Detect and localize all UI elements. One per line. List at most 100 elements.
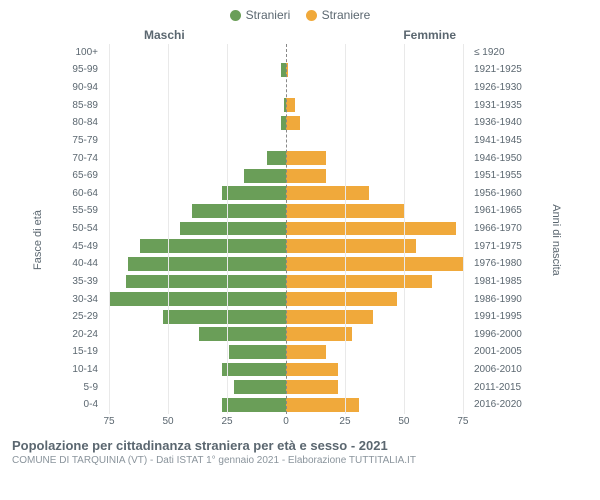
half-male <box>102 308 286 326</box>
bar-area <box>102 202 470 220</box>
pyramid-row: 65-691951-1955 <box>64 167 528 185</box>
birth-year-label: 1956-1960 <box>470 188 528 199</box>
pyramid-row: 30-341986-1990 <box>64 290 528 308</box>
half-male <box>102 273 286 291</box>
birth-year-label: 1926-1930 <box>470 82 528 93</box>
birth-year-label: 1961-1965 <box>470 205 528 216</box>
bar-female <box>286 186 369 200</box>
header-male: Maschi <box>144 28 185 42</box>
age-label: 20-24 <box>64 329 102 340</box>
birth-year-label: 1986-1990 <box>470 294 528 305</box>
half-male <box>102 220 286 238</box>
bar-female <box>286 327 352 341</box>
birth-year-label: 1931-1935 <box>470 100 528 111</box>
birth-year-label: 1996-2000 <box>470 329 528 340</box>
bar-male <box>199 327 286 341</box>
bar-area <box>102 237 470 255</box>
pyramid-row: 45-491971-1975 <box>64 237 528 255</box>
bar-male <box>222 363 286 377</box>
bar-female <box>286 63 288 77</box>
half-male <box>102 96 286 114</box>
bar-female <box>286 363 338 377</box>
legend-label-female: Straniere <box>322 8 371 22</box>
swatch-male <box>230 10 241 21</box>
half-male <box>102 79 286 97</box>
half-female <box>286 167 470 185</box>
half-female <box>286 185 470 203</box>
half-male <box>102 343 286 361</box>
bar-male <box>244 169 286 183</box>
half-male <box>102 132 286 150</box>
half-male <box>102 237 286 255</box>
rows-container: 100+≤ 192095-991921-192590-941926-193085… <box>64 44 528 414</box>
age-label: 25-29 <box>64 311 102 322</box>
chart-subtitle: COMUNE DI TARQUINIA (VT) - Dati ISTAT 1°… <box>12 455 588 466</box>
half-female <box>286 79 470 97</box>
bar-area <box>102 396 470 414</box>
bar-area <box>102 114 470 132</box>
bar-area <box>102 96 470 114</box>
bar-male <box>192 204 286 218</box>
bar-male <box>222 186 286 200</box>
age-label: 100+ <box>64 47 102 58</box>
pyramid-row: 100+≤ 1920 <box>64 44 528 62</box>
x-axis: 7550250255075 <box>64 414 528 436</box>
age-label: 90-94 <box>64 82 102 93</box>
bar-male <box>109 292 286 306</box>
age-label: 60-64 <box>64 188 102 199</box>
bar-area <box>102 378 470 396</box>
half-male <box>102 114 286 132</box>
bar-female <box>286 275 432 289</box>
bar-area <box>102 273 470 291</box>
y-axis-left-title: Fasce di età <box>32 210 44 270</box>
half-male <box>102 185 286 203</box>
bar-female <box>286 239 416 253</box>
bar-female <box>286 380 338 394</box>
bar-female <box>286 222 456 236</box>
half-female <box>286 61 470 79</box>
half-male <box>102 378 286 396</box>
x-axis-inner: 7550250255075 <box>102 414 470 436</box>
half-female <box>286 290 470 308</box>
x-tick-label: 75 <box>457 416 468 427</box>
x-tick-label: 50 <box>162 416 173 427</box>
birth-year-label: 2016-2020 <box>470 399 528 410</box>
birth-year-label: 1941-1945 <box>470 135 528 146</box>
bar-male <box>128 257 286 271</box>
pyramid-row: 75-791941-1945 <box>64 132 528 150</box>
age-label: 15-19 <box>64 346 102 357</box>
x-tick-label: 50 <box>398 416 409 427</box>
legend: Stranieri Straniere <box>4 8 596 24</box>
bar-area <box>102 167 470 185</box>
bar-area <box>102 290 470 308</box>
bar-female <box>286 98 295 112</box>
bar-female <box>286 292 397 306</box>
pyramid-row: 85-891931-1935 <box>64 96 528 114</box>
pyramid-row: 20-24 1996-2000 <box>64 326 528 344</box>
x-tick-label: 0 <box>283 416 289 427</box>
age-label: 95-99 <box>64 64 102 75</box>
bar-area <box>102 220 470 238</box>
chart-title: Popolazione per cittadinanza straniera p… <box>12 438 588 453</box>
pyramid-row: 40-441976-1980 <box>64 255 528 273</box>
half-female <box>286 202 470 220</box>
pyramid-row: 35-391981-1985 <box>64 273 528 291</box>
bar-female <box>286 310 373 324</box>
pyramid-row: 5-92011-2015 <box>64 378 528 396</box>
birth-year-label: 1966-1970 <box>470 223 528 234</box>
birth-year-label: 1946-1950 <box>470 153 528 164</box>
half-male <box>102 202 286 220</box>
pyramid-row: 55-591961-1965 <box>64 202 528 220</box>
birth-year-label: 1951-1955 <box>470 170 528 181</box>
half-female <box>286 308 470 326</box>
birth-year-label: 2001-2005 <box>470 346 528 357</box>
half-female <box>286 132 470 150</box>
legend-label-male: Stranieri <box>246 8 291 22</box>
legend-item-male: Stranieri <box>230 8 291 22</box>
pyramid-row: 25-291991-1995 <box>64 308 528 326</box>
half-female <box>286 114 470 132</box>
half-female <box>286 255 470 273</box>
bar-female <box>286 151 326 165</box>
age-label: 0-4 <box>64 399 102 410</box>
bar-male <box>234 380 286 394</box>
